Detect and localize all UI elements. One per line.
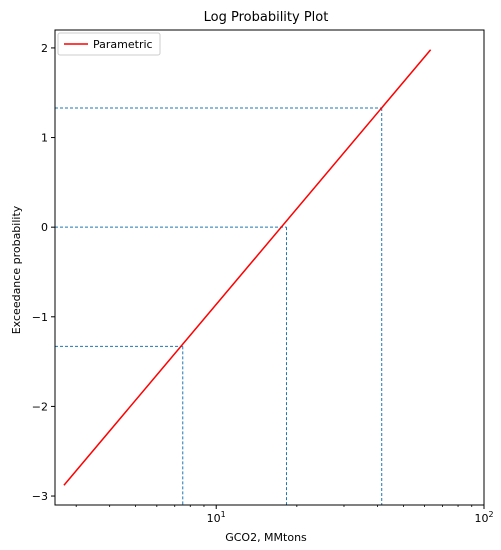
x-tick-label: 102 [474, 510, 493, 525]
y-tick-label: −1 [32, 311, 48, 324]
y-axis-label: Exceedance probability [10, 205, 23, 334]
x-axis-label: GCO2, MMtons [225, 531, 307, 544]
y-tick-label: 1 [41, 132, 48, 145]
legend-box [57, 32, 161, 56]
y-tick-label: −2 [32, 400, 48, 413]
chart-title: Log Probability Plot [204, 10, 329, 25]
y-tick-label: 2 [41, 42, 48, 55]
plot-frame [54, 29, 485, 506]
series-line-parametric [63, 49, 432, 486]
x-tick-label: 101 [207, 510, 226, 525]
y-tick-label: −3 [32, 490, 48, 503]
y-tick-label: 0 [41, 221, 48, 234]
legend: Parametric [57, 32, 161, 56]
plot-area: 2 1 0 −1 −2 −3 101 102 [32, 29, 494, 525]
legend-label: Parametric [93, 38, 153, 51]
